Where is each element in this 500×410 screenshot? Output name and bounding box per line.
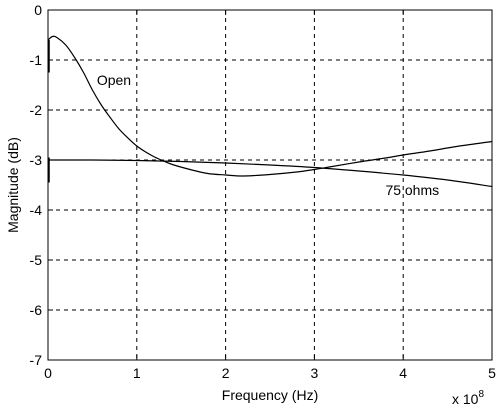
y-tick-label: -4 [30, 202, 43, 218]
x-tick-label: 3 [311, 365, 319, 381]
x-tick-label: 1 [133, 365, 141, 381]
y-tick-label: -6 [30, 302, 43, 318]
y-tick-label: -5 [30, 252, 43, 268]
x-tick-label: 2 [222, 365, 230, 381]
x-tick-label: 5 [488, 365, 496, 381]
y-axis-label: Magnitude (dB) [5, 137, 21, 233]
x-tick-label: 0 [44, 365, 52, 381]
x-axis-multiplier-base: x 10 [452, 391, 479, 407]
tick-labels: 0 1 2 3 4 5 0 -1 -2 -3 -4 -5 -6 -7 [30, 2, 497, 381]
plot-frame [47, 9, 493, 361]
y-tick-label: -1 [30, 52, 43, 68]
series-lines [47, 35, 493, 188]
y-tick-label: -7 [30, 352, 43, 368]
series-line-open [47, 35, 493, 177]
annotations: Open 75 ohms [97, 72, 439, 198]
x-axis-label: Frequency (Hz) [222, 387, 318, 403]
annotation-label: Open [97, 72, 131, 88]
y-tick-label: -2 [30, 102, 43, 118]
x-axis-multiplier: x 108 [452, 389, 484, 407]
y-tick-label: 0 [34, 2, 42, 18]
x-axis-multiplier-exponent: 8 [478, 389, 484, 400]
annotation-label: 75 ohms [385, 182, 439, 198]
x-tick-label: 4 [399, 365, 407, 381]
series-line-75-ohms [47, 159, 493, 188]
y-tick-label: -3 [30, 152, 43, 168]
